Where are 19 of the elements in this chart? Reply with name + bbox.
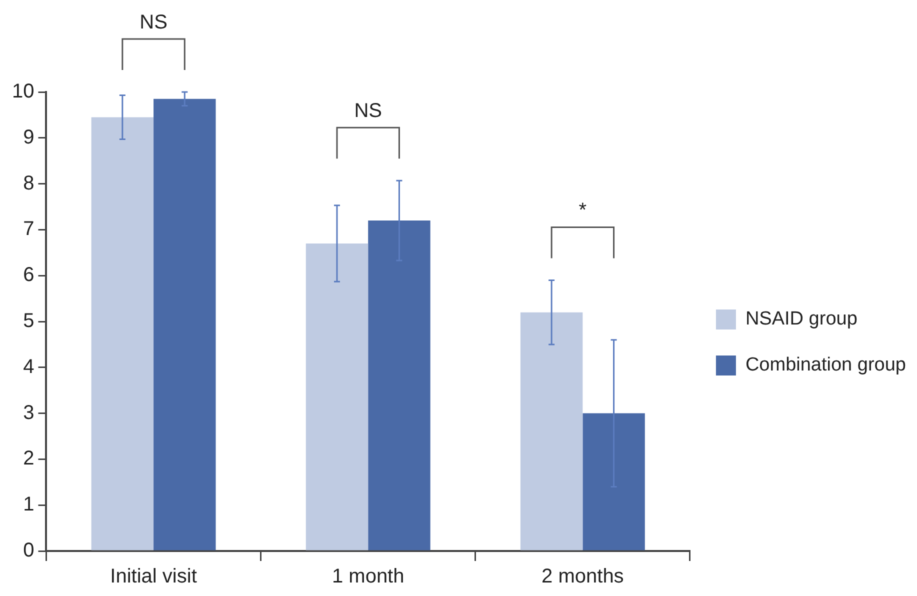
y-tick-label: 1: [23, 494, 34, 516]
y-tick-label: 10: [12, 80, 34, 103]
y-tick-label: 6: [23, 264, 34, 286]
legend-label: NSAID group: [745, 308, 858, 330]
y-tick-label: 7: [23, 218, 34, 240]
y-tick-label: 8: [23, 172, 34, 194]
y-tick-label: 9: [23, 126, 34, 148]
y-tick-label: 2: [23, 448, 34, 470]
y-tick-label: 3: [23, 402, 34, 424]
text: NS: [140, 12, 168, 34]
y-tick-label: 5: [23, 310, 34, 332]
annotation: *: [578, 200, 587, 222]
y-tick-label: 0: [23, 540, 34, 562]
x-tick-label: 1 month: [332, 566, 404, 588]
y-tick-label: 4: [23, 356, 34, 378]
legend-label: Combination group: [745, 354, 906, 376]
x-tick-label: 2 months: [542, 566, 624, 588]
annotation: NS: [354, 100, 382, 122]
x-tick-label: Initial visit: [110, 566, 198, 588]
